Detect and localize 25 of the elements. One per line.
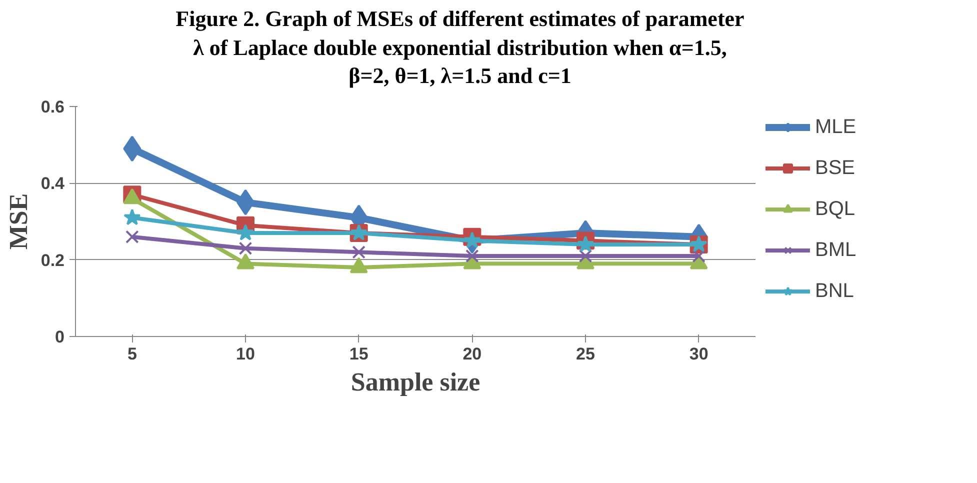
x-tick-label: 20 <box>462 344 482 364</box>
y-tick-label: 0.6 <box>40 97 65 116</box>
legend-label: BQL <box>815 198 856 221</box>
x-tick-label: 15 <box>349 344 368 364</box>
x-tick-label: 25 <box>576 344 595 364</box>
point <box>124 208 141 225</box>
y-tick-label: 0 <box>55 327 65 346</box>
point <box>126 230 139 244</box>
point <box>352 245 366 259</box>
point <box>576 235 594 252</box>
point <box>464 231 481 248</box>
y-tick-label: 0.2 <box>40 250 65 270</box>
chart-title: Figure 2. Graph of MSEs of different estimates of parameter λ of Laplace double exponential distribution when α=1.5, β=2, θ=1, λ=1.5 and c=1 <box>176 5 744 90</box>
x-tick-label: 10 <box>236 344 255 364</box>
y-tick-label: 0.4 <box>40 174 66 193</box>
legend-label: BSE <box>815 156 856 180</box>
y-axis-title: MSE <box>4 193 33 250</box>
x-tick-label: 5 <box>127 344 137 364</box>
x-axis-title: Sample size <box>350 367 480 396</box>
x-tick-label: 30 <box>689 344 708 364</box>
legend-label: MLE <box>815 116 856 139</box>
legend-label: BML <box>815 238 856 262</box>
point <box>236 224 254 240</box>
point <box>238 241 252 255</box>
legend-label: BNL <box>815 280 854 303</box>
